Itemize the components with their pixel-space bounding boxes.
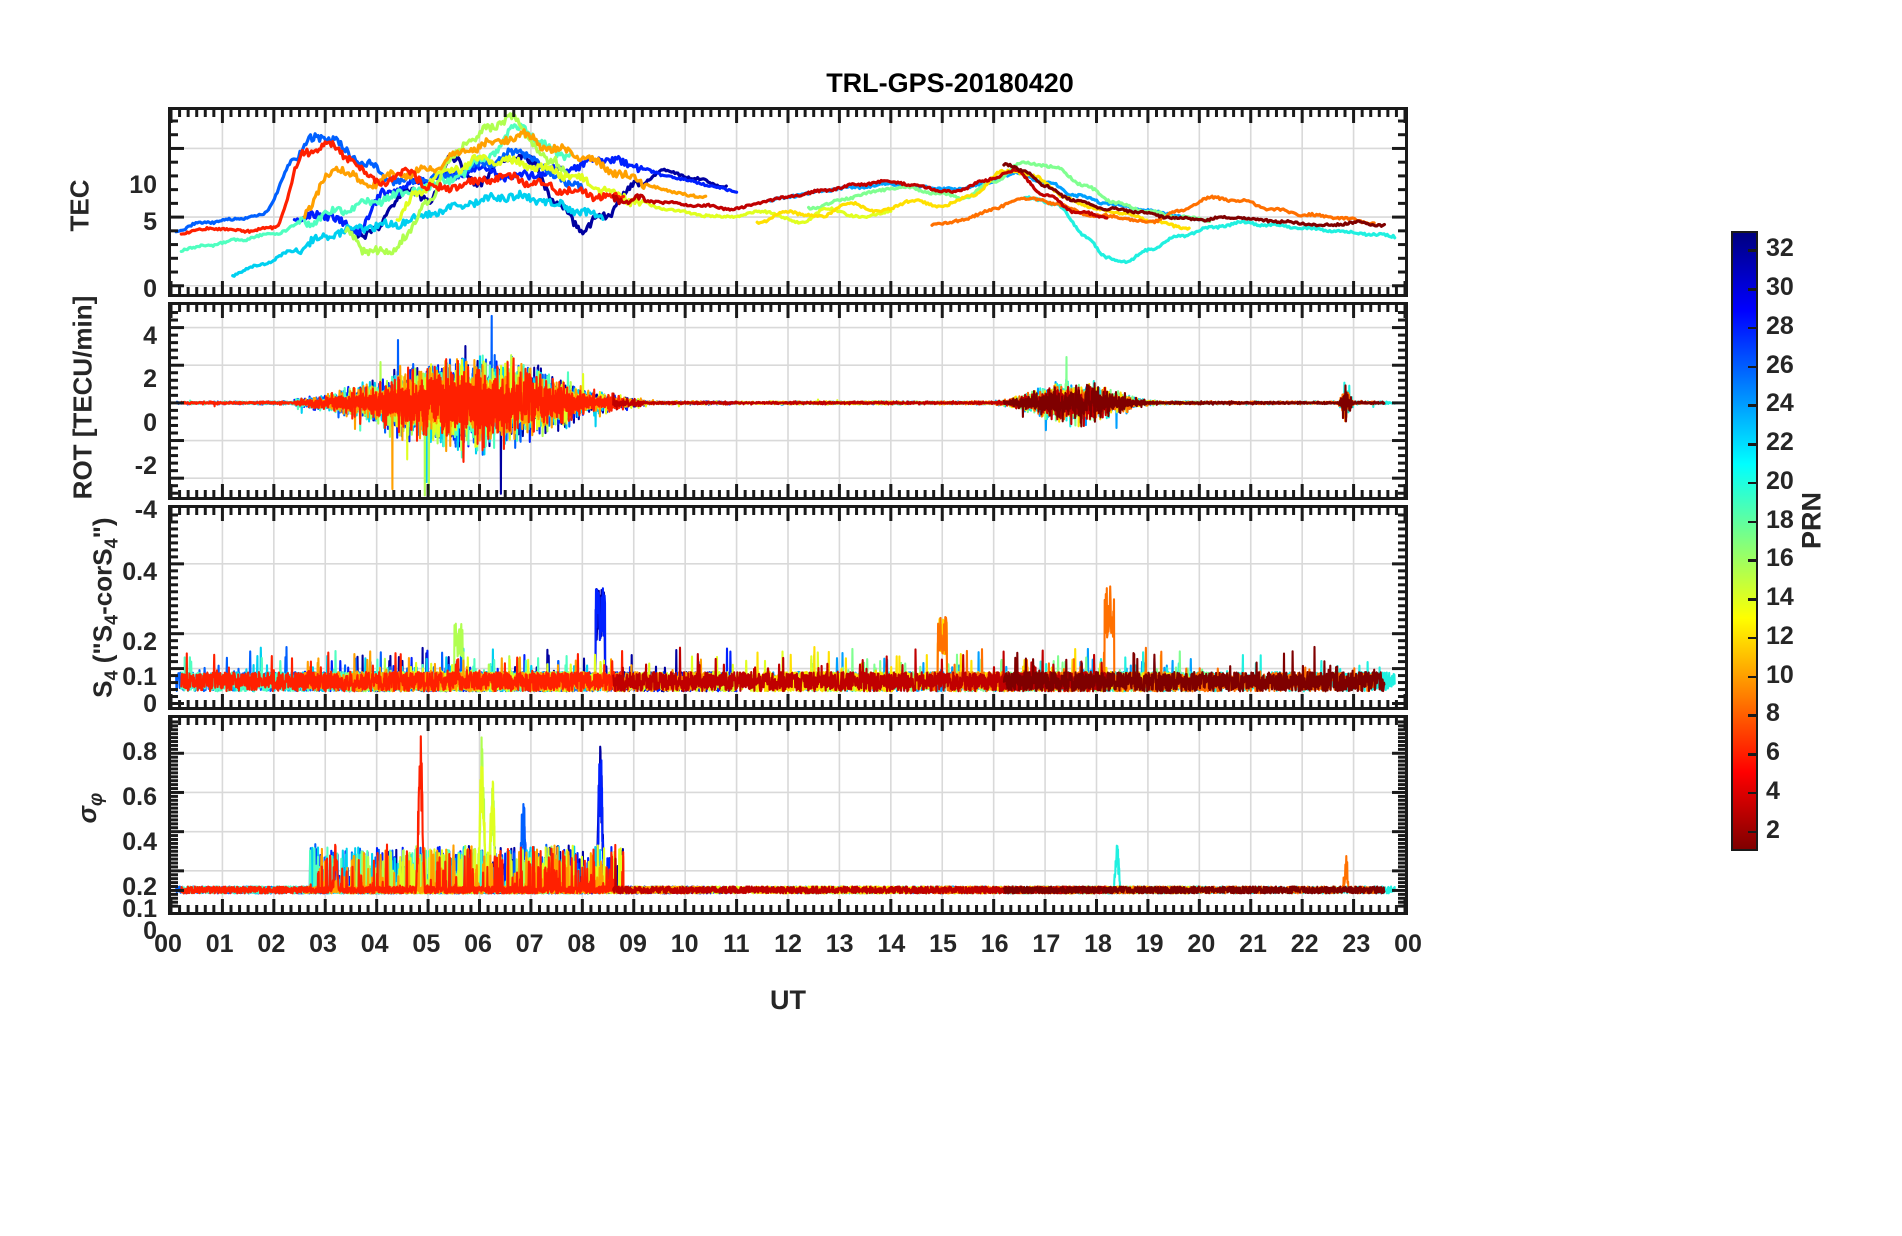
x-axis-tick-0: 00	[154, 930, 182, 958]
x-axis-tick-12: 12	[774, 930, 802, 958]
figure-title-text: TRL-GPS-20180420	[826, 68, 1074, 98]
panel-rot	[168, 302, 1408, 500]
prn-colorbar-tick-10: 10	[1766, 660, 1794, 689]
prn-colorbar-tick-32: 32	[1766, 234, 1794, 263]
prn-colorbar-tickmark	[1748, 326, 1758, 330]
prn-colorbar-tick-14: 14	[1766, 583, 1794, 612]
panel-rot-ytick-4: 4	[143, 322, 157, 350]
prn-colorbar-tick-6: 6	[1766, 738, 1780, 767]
prn-colorbar-tick-24: 24	[1766, 389, 1794, 418]
panel-s4	[168, 505, 1408, 710]
panel-sigma-ytick-08: 0.8	[122, 738, 157, 766]
x-axis-tick-24: 00	[1394, 930, 1422, 958]
panel-s4-ytick-04: 0.4	[122, 558, 157, 586]
x-axis-tick-6: 06	[464, 930, 492, 958]
panel-rot-ytick-m2: -2	[134, 452, 157, 480]
x-axis-tick-14: 14	[877, 930, 906, 958]
panel-sigma-ytick-04: 0.4	[122, 828, 157, 856]
prn-colorbar-tick-12: 12	[1766, 621, 1794, 650]
x-axis-tick-16: 16	[980, 930, 1009, 958]
prn-colorbar-tick-30: 30	[1766, 273, 1794, 302]
x-axis-tick-21: 21	[1239, 930, 1267, 958]
panel-sigma-ytick-06: 0.6	[122, 783, 157, 811]
x-axis-label: UT	[770, 985, 806, 1015]
figure-title: TRL-GPS-20180420	[0, 68, 1902, 99]
prn-colorbar-tick-18: 18	[1766, 505, 1794, 534]
prn-colorbar-tickmark	[1748, 365, 1758, 369]
prn-colorbar-tickmark	[1748, 830, 1758, 834]
prn-colorbar-tick-28: 28	[1766, 311, 1794, 340]
prn-colorbar-tickmark	[1748, 288, 1758, 291]
prn-colorbar-tickmark	[1748, 675, 1758, 679]
panel-rot-ytick-m4: -4	[134, 496, 157, 524]
prn-colorbar-tick-22: 22	[1766, 428, 1794, 457]
x-axis-tick-19: 19	[1135, 930, 1164, 958]
prn-colorbar-tick-8: 8	[1766, 699, 1780, 728]
prn-colorbar-tickmark	[1748, 753, 1758, 756]
prn-colorbar-tickmark	[1748, 520, 1758, 524]
prn-colorbar-tickmark	[1748, 481, 1758, 485]
x-axis-tick-11: 11	[723, 930, 750, 958]
x-axis-tick-17: 17	[1032, 930, 1061, 958]
panel-tec-ytick-5: 5	[143, 208, 157, 236]
x-axis-tick-4: 04	[360, 930, 389, 958]
prn-colorbar-tick-20: 20	[1766, 466, 1794, 495]
prn-colorbar-tickmark	[1748, 598, 1758, 601]
x-axis-tick-9: 09	[619, 930, 647, 958]
prn-colorbar	[1731, 231, 1758, 851]
panel-s4-ytick-02: 0.2	[122, 628, 157, 656]
x-axis-tick-3: 03	[309, 930, 337, 958]
prn-colorbar-tickmark	[1748, 714, 1758, 717]
x-axis-tick-2: 02	[257, 930, 286, 958]
panel-rot-ylabel: ROT [TECU/min]	[67, 295, 98, 500]
x-axis-tick-15: 15	[929, 930, 957, 958]
x-axis-tick-22: 22	[1290, 930, 1319, 958]
panel-sigma-phi	[168, 715, 1408, 915]
panel-rot-ytick-2: 2	[143, 365, 157, 393]
x-axis-tick-7: 07	[515, 930, 544, 958]
x-axis-tick-20: 20	[1187, 930, 1216, 958]
prn-colorbar-label: PRN	[1796, 492, 1827, 550]
prn-colorbar-tickmark	[1748, 249, 1758, 252]
prn-colorbar-tickmark	[1748, 791, 1758, 795]
panel-sigma-ytick-02: 0.2	[122, 873, 157, 901]
panel-tec	[168, 107, 1408, 297]
panel-s4-ytick-01: 0.1	[122, 663, 157, 691]
prn-colorbar-tickmark	[1748, 636, 1758, 640]
x-axis-tick-10: 10	[670, 930, 699, 958]
x-axis-tick-8: 08	[567, 930, 596, 958]
x-axis-tick-1: 01	[205, 930, 234, 958]
prn-colorbar-tickmark	[1748, 404, 1758, 407]
panel-s4-ytick-0: 0	[143, 690, 157, 718]
prn-colorbar-tick-2: 2	[1766, 815, 1780, 844]
x-axis-tick-13: 13	[825, 930, 854, 958]
prn-colorbar-tick-4: 4	[1766, 776, 1780, 805]
panel-sigma-ytick-01: 0.1	[122, 895, 157, 923]
prn-colorbar-tickmark	[1748, 559, 1758, 562]
x-axis-tick-23: 23	[1342, 930, 1371, 958]
prn-colorbar-tickmark	[1748, 443, 1758, 446]
panel-tec-ytick-10: 10	[129, 171, 157, 199]
panel-sigma-ytick-0: 0	[143, 917, 157, 945]
x-axis-tick-5: 05	[412, 930, 441, 958]
prn-colorbar-tick-26: 26	[1766, 350, 1794, 379]
x-axis-tick-18: 18	[1084, 930, 1112, 958]
prn-colorbar-tick-16: 16	[1766, 544, 1794, 573]
panel-rot-ytick-0: 0	[143, 409, 157, 437]
panel-tec-ytick-0: 0	[143, 275, 157, 303]
